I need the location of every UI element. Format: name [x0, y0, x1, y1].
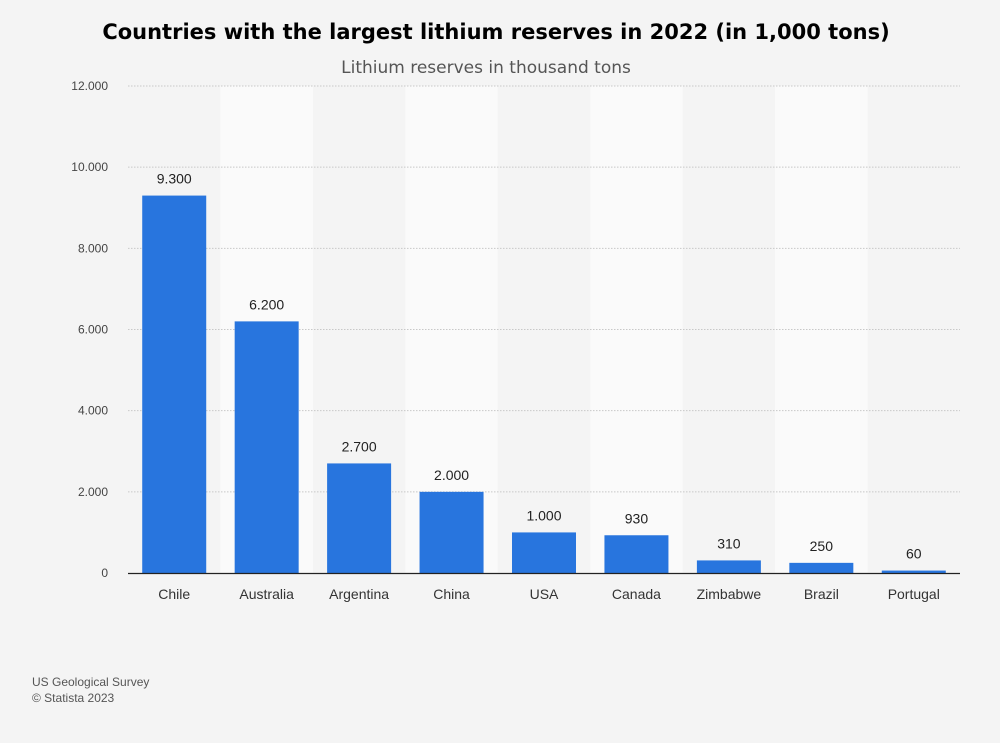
- value-label: 9.300: [157, 171, 192, 187]
- x-tick-label: Canada: [612, 586, 661, 602]
- y-tick-label: 10.000: [71, 160, 108, 174]
- chart-title: Countries with the largest lithium reser…: [102, 20, 890, 44]
- x-tick-label: Brazil: [804, 586, 839, 602]
- value-label: 930: [625, 510, 649, 526]
- bar-zimbabwe[interactable]: [696, 560, 761, 573]
- bars: [142, 195, 946, 573]
- value-label: 310: [717, 535, 741, 551]
- y-tick-label: 4.000: [78, 404, 108, 418]
- x-tick-label: Zimbabwe: [697, 586, 762, 602]
- y-tick-label: 6.000: [78, 323, 108, 337]
- value-label: 1.000: [526, 507, 561, 523]
- value-label: 6.200: [249, 296, 284, 312]
- value-labels: 9.300 6.200 2.700 2.000 1.000 930 310 250 60: [157, 171, 922, 562]
- value-label: 250: [810, 538, 834, 554]
- x-tick-label: USA: [530, 586, 559, 602]
- x-tick-label: Argentina: [329, 586, 389, 602]
- chart-subtitle: Lithium reserves in thousand tons: [341, 58, 631, 78]
- value-label: 60: [906, 546, 922, 562]
- bar-china[interactable]: [419, 491, 484, 573]
- bar-portugal[interactable]: [881, 570, 946, 573]
- y-tick-label: 2.000: [78, 485, 108, 499]
- y-tick-labels: 0 2.000 4.000 6.000 8.000 10.000 12.000: [71, 79, 108, 580]
- x-tick-label: Australia: [239, 586, 294, 602]
- x-tick-labels: Chile Australia Argentina China USA Canada Zim…: [158, 586, 940, 602]
- x-tick-label: China: [433, 586, 470, 602]
- copyright-text: © Statista 2023: [32, 691, 115, 705]
- source-text: US Geological Survey: [32, 675, 150, 689]
- value-label: 2.000: [434, 467, 469, 483]
- x-tick-label: Portugal: [888, 586, 940, 602]
- x-tick-label: Chile: [158, 586, 190, 602]
- y-tick-label: 12.000: [71, 79, 108, 93]
- bar-argentina[interactable]: [327, 463, 392, 573]
- bar-australia[interactable]: [234, 321, 299, 573]
- bar-canada[interactable]: [604, 535, 669, 573]
- value-label: 2.700: [342, 438, 377, 454]
- y-tick-label: 0: [101, 566, 108, 580]
- bar-brazil[interactable]: [789, 562, 854, 573]
- bar-usa[interactable]: [512, 532, 576, 573]
- bar-chile[interactable]: [142, 195, 207, 573]
- y-tick-label: 8.000: [78, 241, 108, 255]
